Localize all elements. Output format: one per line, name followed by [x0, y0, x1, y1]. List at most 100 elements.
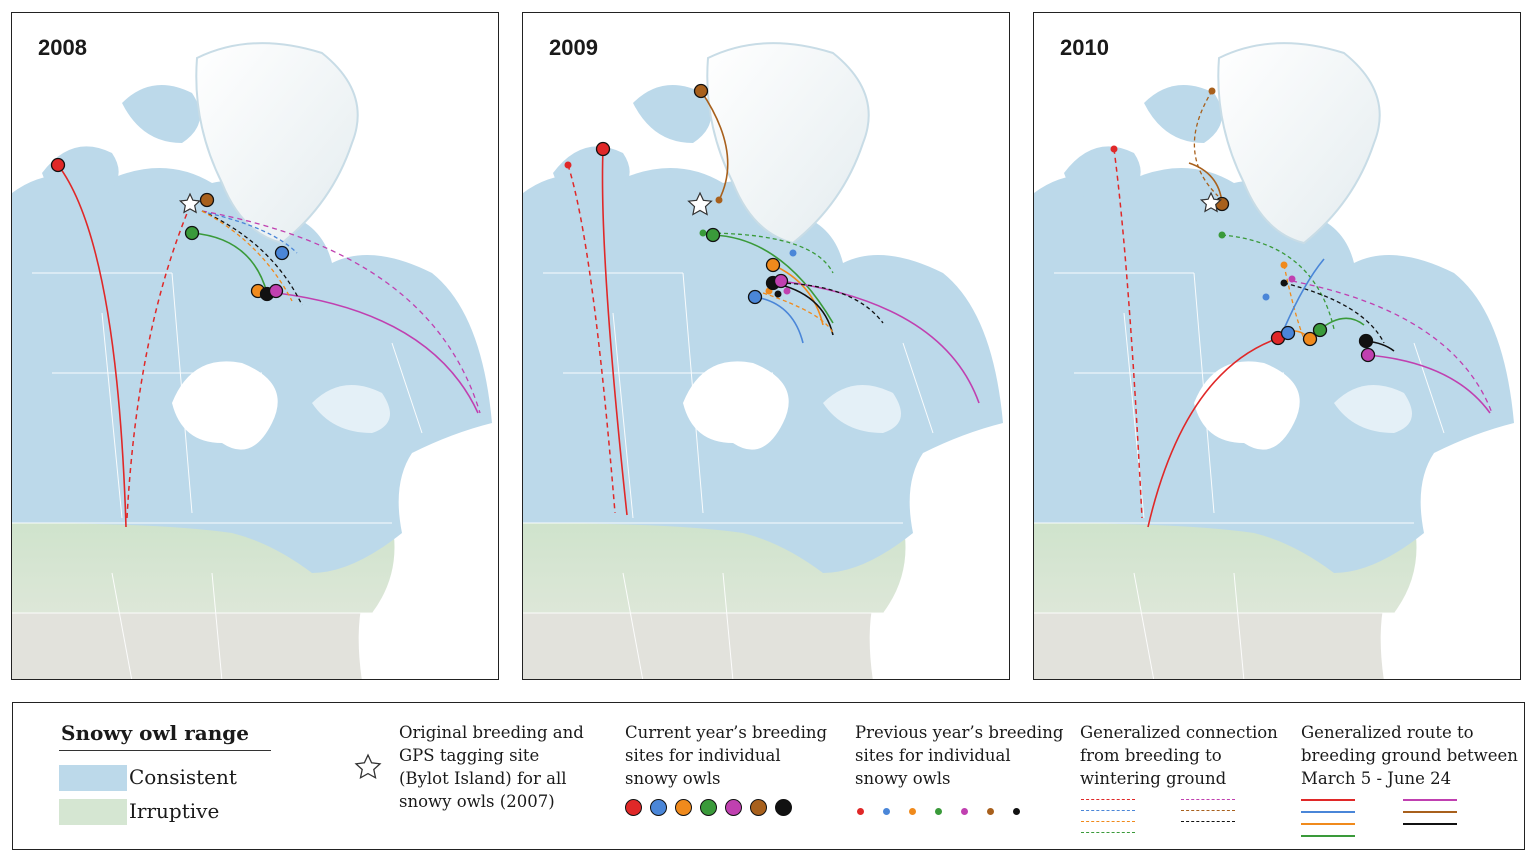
- solid-line-green: [1301, 835, 1355, 837]
- prev-site-blue: [789, 249, 797, 257]
- star-text-line: snowy owls (2007): [399, 792, 555, 811]
- star-icon: [1199, 191, 1223, 213]
- connection-orange: [762, 292, 834, 334]
- route-red: [1147, 338, 1277, 528]
- consistent-label: Consistent: [129, 765, 237, 789]
- solid-line-red: [1301, 799, 1355, 801]
- map-2008: [12, 42, 493, 679]
- current-site-blue: [650, 799, 667, 816]
- dashed-line-blue: [1081, 810, 1135, 811]
- previous-text-line: Previous year’s breeding: [855, 723, 1064, 742]
- current-sites-text: Current year’s breeding sites for indivi…: [625, 721, 827, 790]
- route-magenta: [780, 280, 980, 404]
- star-icon: [687, 191, 713, 216]
- previous-site-brown: [987, 808, 994, 815]
- current-text-line: Current year’s breeding: [625, 723, 828, 742]
- site-magenta: [268, 283, 284, 299]
- current-site-magenta: [725, 799, 742, 816]
- current-site-red: [625, 799, 642, 816]
- current-sites-dots: [625, 799, 800, 816]
- site-magenta: [1360, 347, 1376, 363]
- connection-brown: [1193, 90, 1219, 197]
- connection-text-line: from breeding to: [1080, 746, 1222, 765]
- previous-text-line: snowy owls: [855, 769, 951, 788]
- solid-line-orange: [1301, 823, 1355, 825]
- solid-line-magenta: [1403, 799, 1457, 801]
- map-2010: [1034, 42, 1515, 679]
- map-panel-2010: 2010: [1033, 12, 1521, 680]
- site-red: [595, 141, 611, 157]
- connection-green: [702, 232, 834, 274]
- connection-orange: [201, 210, 293, 302]
- solid-line-black: [1403, 823, 1457, 825]
- prev-site-blue: [1262, 293, 1270, 301]
- connection-black: [1283, 282, 1385, 344]
- current-site-brown: [750, 799, 767, 816]
- previous-sites-2010: [1110, 87, 1296, 301]
- connection-green: [1221, 234, 1335, 330]
- previous-site-green: [935, 808, 942, 815]
- range-title: Snowy owl range: [61, 721, 249, 745]
- current-text-line: sites for individual: [625, 746, 781, 765]
- prev-site-green: [1218, 231, 1226, 239]
- star-icon: [178, 192, 202, 214]
- breeding-sites-2008: [50, 157, 290, 302]
- consistent-swatch: [59, 765, 127, 791]
- panel-year: 2008: [38, 35, 87, 60]
- previous-text-line: sites for individual: [855, 746, 1011, 765]
- route-green: [191, 232, 268, 294]
- star-text-line: Original breeding and: [399, 723, 584, 742]
- star-icon: [354, 753, 382, 780]
- prev-site-magenta: [1288, 275, 1296, 283]
- site-blue: [274, 245, 290, 261]
- map-2009: [523, 42, 1004, 679]
- site-green: [184, 225, 200, 241]
- connection-lines-a: [1081, 799, 1135, 843]
- route-green: [712, 234, 834, 324]
- breeding-sites-2010: [1199, 191, 1376, 363]
- dashed-line-magenta: [1181, 799, 1235, 800]
- site-magenta: [773, 273, 789, 289]
- range-title-rule: [59, 750, 271, 751]
- panel-year: 2009: [549, 35, 598, 60]
- dashed-line-red: [1081, 799, 1135, 800]
- previous-site-magenta: [961, 808, 968, 815]
- solid-line-brown: [1403, 811, 1457, 813]
- prev-site-black: [1280, 279, 1288, 287]
- route-brown: [700, 90, 729, 201]
- previous-sites-text: Previous year’s breeding sites for indiv…: [855, 721, 1063, 790]
- current-site-green: [700, 799, 717, 816]
- prev-site-brown: [715, 196, 723, 204]
- route-magenta: [276, 292, 479, 414]
- site-red: [50, 157, 66, 173]
- current-text-line: snowy owls: [625, 769, 721, 788]
- route-lines-b: [1403, 799, 1457, 835]
- connection-magenta: [201, 210, 481, 414]
- route-text: Generalized route to breeding ground bet…: [1301, 721, 1518, 790]
- route-text-line: Generalized route to: [1301, 723, 1474, 742]
- prev-site-red: [1110, 145, 1118, 153]
- prev-site-green: [699, 229, 707, 237]
- previous-site-red: [857, 808, 864, 815]
- site-green: [705, 227, 721, 243]
- map-panel-2009: 2009: [522, 12, 1010, 680]
- routes-2009: [567, 90, 980, 516]
- connection-black: [772, 282, 884, 324]
- site-blue: [1280, 325, 1296, 341]
- connection-blue: [207, 212, 298, 254]
- connection-text-line: wintering ground: [1080, 769, 1227, 788]
- site-green: [1312, 322, 1328, 338]
- connection-magenta: [1291, 280, 1493, 414]
- legend-box: Snowy owl range Consistent Irruptive Ori…: [12, 702, 1525, 850]
- site-orange: [765, 257, 781, 273]
- star-text-line: GPS tagging site: [399, 746, 540, 765]
- breeding-sites-2009: [595, 83, 789, 305]
- site-brown: [693, 83, 709, 99]
- current-site-orange: [675, 799, 692, 816]
- route-text-line: March 5 - June 24: [1301, 769, 1452, 788]
- site-brown: [199, 192, 215, 208]
- route-blue: [1283, 258, 1325, 330]
- route-text-line: breeding ground between: [1301, 746, 1518, 765]
- routes-2008: [57, 164, 481, 528]
- prev-site-magenta: [783, 287, 791, 295]
